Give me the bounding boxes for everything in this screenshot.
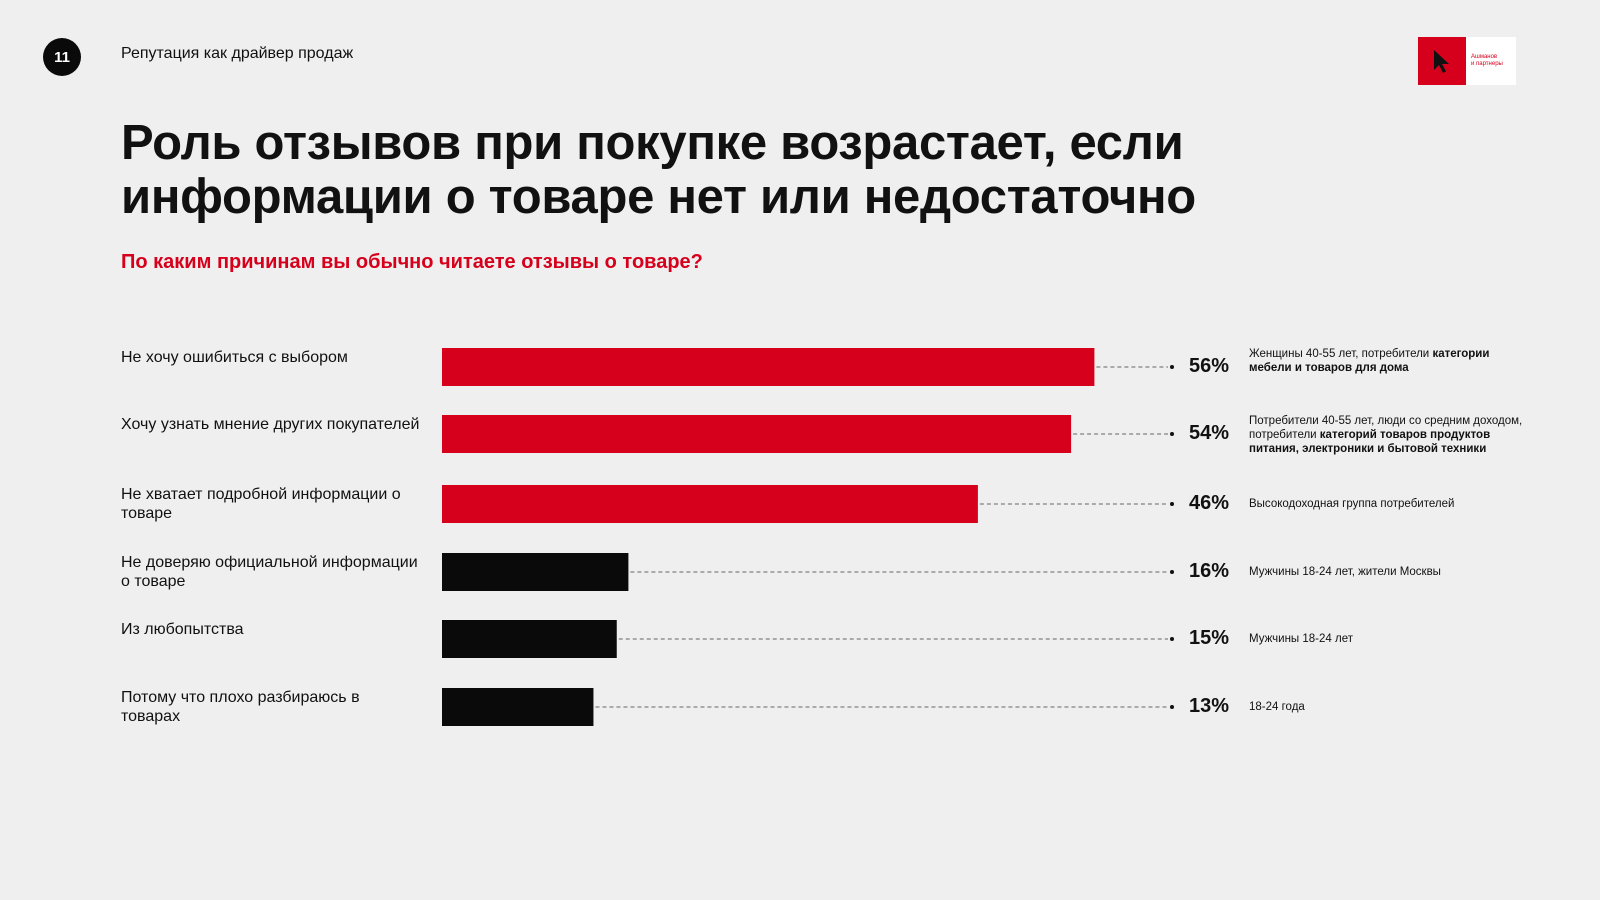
category-label-1: Хочу узнать мнение других покупателей bbox=[121, 416, 420, 433]
segment-note-3: Мужчины 18-24 лет, жители Москвы bbox=[1249, 565, 1529, 579]
value-label-5: 13% bbox=[1189, 695, 1230, 717]
segment-note-text-4: Мужчины 18-24 лет bbox=[1249, 633, 1353, 645]
segment-note-text-3: Мужчины 18-24 лет, жители Москвы bbox=[1249, 566, 1441, 578]
leader-dot-4 bbox=[1170, 637, 1174, 641]
segment-note-text-1: Потребители 40-55 лет, люди со средним д… bbox=[1249, 415, 1523, 441]
leader-dot-3 bbox=[1170, 570, 1174, 574]
segment-note-5: 18-24 года bbox=[1249, 700, 1529, 714]
category-label-0: Не хочу ошибиться с выбором bbox=[121, 349, 348, 366]
leader-dot-5 bbox=[1170, 705, 1174, 709]
headline-line2: информации о товаре нет или недостаточно bbox=[121, 170, 1196, 224]
category-label-5: Потому что плохо разбираюсь в товарах bbox=[121, 689, 360, 725]
value-label-0: 56% bbox=[1189, 355, 1230, 377]
value-label-3: 16% bbox=[1189, 560, 1230, 582]
segment-note-2: Высокодоходная группа потребителей bbox=[1249, 497, 1529, 511]
segment-note-text-0: Женщины 40-55 лет, потребители bbox=[1249, 348, 1433, 360]
logo-text: Ашманов и партнеры bbox=[1466, 37, 1516, 85]
value-label-4: 15% bbox=[1189, 627, 1230, 649]
segment-note-4: Мужчины 18-24 лет bbox=[1249, 632, 1529, 646]
segment-note-highlight-1: категорий товаров продуктов питания, эле… bbox=[1249, 429, 1491, 455]
company-logo: Ашманов и партнеры bbox=[1418, 37, 1516, 85]
headline-line1: Роль отзывов при покупке возрастает, есл… bbox=[121, 116, 1184, 170]
page-number-badge: 11 bbox=[43, 38, 81, 76]
headline: Роль отзывов при покупке возрастает, есл… bbox=[121, 116, 1421, 224]
category-label-2: Не хватает подробной информации о товаре bbox=[121, 486, 401, 522]
segment-note-1: Потребители 40-55 лет, люди со средним д… bbox=[1249, 414, 1529, 456]
survey-question: По каким причинам вы обычно читаете отзы… bbox=[121, 251, 703, 273]
segment-note-text-2: Высокодоходная группа потребителей bbox=[1249, 498, 1455, 510]
bar-4 bbox=[442, 620, 617, 658]
bar-1 bbox=[442, 415, 1072, 453]
bar-0 bbox=[442, 348, 1095, 386]
bar-5 bbox=[442, 688, 594, 726]
leader-dot-0 bbox=[1170, 365, 1174, 369]
category-label-4: Из любопытства bbox=[121, 621, 244, 638]
segment-note-0: Женщины 40-55 лет, потребители категории… bbox=[1249, 347, 1529, 375]
logo-text-line2: и партнеры bbox=[1471, 61, 1503, 67]
leader-dot-2 bbox=[1170, 502, 1174, 506]
segment-note-highlight-0: категории мебели и товаров для дома bbox=[1249, 348, 1490, 374]
category-label-3: Не доверяю официальной информации о това… bbox=[121, 554, 418, 590]
leader-dot-1 bbox=[1170, 432, 1174, 436]
bar-3 bbox=[442, 553, 629, 591]
bar-2 bbox=[442, 485, 978, 523]
value-label-1: 54% bbox=[1189, 422, 1230, 444]
logo-cursor-icon bbox=[1418, 37, 1466, 85]
logo-text-line1: Ашманов bbox=[1471, 54, 1498, 60]
section-title: Репутация как драйвер продаж bbox=[121, 45, 354, 62]
value-label-2: 46% bbox=[1189, 492, 1230, 514]
segment-note-text-5: 18-24 года bbox=[1249, 701, 1305, 713]
